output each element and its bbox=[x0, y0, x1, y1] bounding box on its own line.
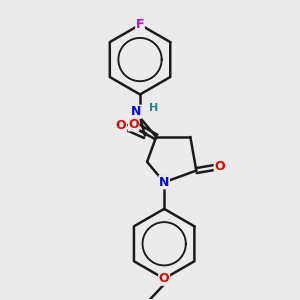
Text: O: O bbox=[128, 118, 139, 131]
Text: H: H bbox=[149, 103, 159, 113]
Text: O: O bbox=[159, 272, 169, 285]
Text: O: O bbox=[214, 160, 225, 173]
Text: O: O bbox=[116, 118, 126, 131]
Text: N: N bbox=[131, 105, 141, 118]
Text: F: F bbox=[136, 18, 144, 31]
Text: N: N bbox=[159, 176, 169, 189]
